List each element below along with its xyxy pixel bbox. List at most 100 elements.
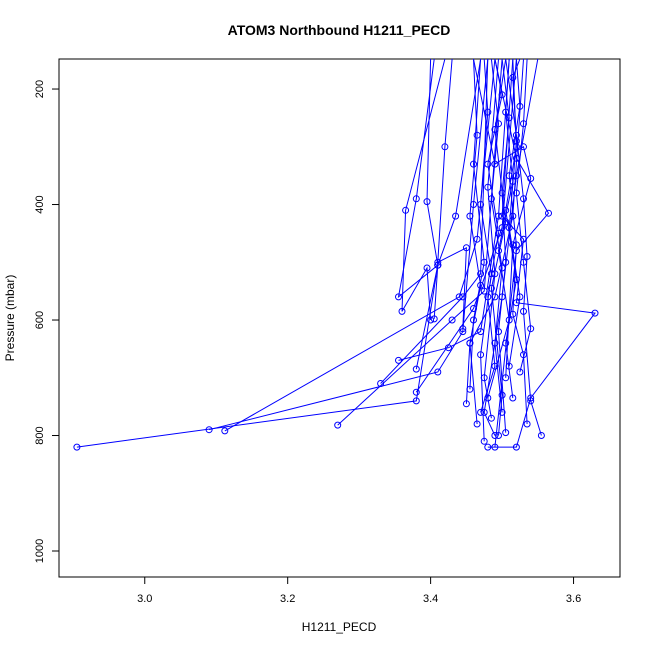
- data-point: [520, 351, 527, 359]
- data-point: [427, 316, 435, 324]
- data-point: [473, 235, 481, 243]
- series-line-23: [508, 59, 528, 425]
- data-point: [452, 212, 460, 220]
- data-point: [470, 316, 477, 324]
- data-point: [466, 212, 474, 220]
- data-point: [412, 388, 420, 396]
- data-point: [491, 126, 499, 133]
- y-tick-label: 1000: [34, 539, 46, 563]
- data-point: [477, 281, 485, 289]
- series-line-6: [208, 59, 489, 431]
- data-point: [502, 429, 510, 437]
- data-point: [487, 284, 495, 292]
- series-line-25: [480, 59, 503, 413]
- data-point: [459, 293, 467, 301]
- data-point: [491, 432, 499, 439]
- data-point: [473, 420, 481, 428]
- data-point: [495, 247, 502, 255]
- data-point: [527, 175, 535, 182]
- data-point: [512, 189, 520, 197]
- data-point: [523, 420, 531, 428]
- data-point: [221, 427, 229, 435]
- data-point: [527, 397, 535, 405]
- data-point: [527, 325, 535, 333]
- series-line-26: [515, 59, 532, 373]
- data-point: [520, 143, 527, 151]
- data-point: [434, 261, 442, 269]
- data-point: [334, 421, 342, 429]
- data-point: [498, 264, 506, 272]
- series-line-7: [224, 59, 496, 432]
- data-point: [455, 293, 463, 301]
- data-point: [498, 224, 506, 232]
- x-axis: 3.0 3.2 3.4 3.6: [137, 577, 581, 605]
- data-point: [398, 307, 406, 315]
- data-point: [527, 394, 535, 402]
- data-point: [502, 258, 510, 266]
- data-point: [495, 328, 502, 336]
- data-point: [495, 120, 502, 128]
- data-point: [509, 394, 517, 402]
- data-point: [484, 443, 492, 451]
- data-point: [512, 241, 520, 249]
- data-point: [487, 414, 495, 422]
- data-point: [502, 339, 510, 347]
- data-point: [502, 206, 510, 214]
- data-point: [412, 397, 420, 405]
- data-point: [441, 143, 449, 151]
- series-line-9: [398, 59, 510, 361]
- data-point: [477, 201, 485, 208]
- data-point: [434, 258, 442, 266]
- data-point: [477, 328, 485, 336]
- data-point: [512, 276, 520, 284]
- data-point: [591, 309, 599, 317]
- data-point: [520, 195, 527, 203]
- data-point: [523, 253, 531, 260]
- data-point: [480, 437, 488, 445]
- data-point: [512, 137, 520, 145]
- data-point: [509, 212, 517, 220]
- data-point: [470, 160, 477, 168]
- data-point: [459, 328, 467, 336]
- series-line-22: [487, 59, 514, 399]
- data-point: [505, 172, 513, 180]
- data-point: [505, 316, 513, 324]
- data-point: [487, 195, 495, 203]
- series-line-24: [480, 59, 492, 442]
- data-point: [462, 244, 470, 252]
- data-point: [423, 198, 431, 206]
- data-point: [73, 443, 81, 451]
- data-point: [491, 293, 499, 301]
- x-tick-label: 3.2: [280, 593, 295, 605]
- data-point: [484, 183, 492, 191]
- data-point: [509, 241, 517, 249]
- data-point: [509, 177, 517, 185]
- plot-area: [58, 58, 621, 578]
- data-point: [512, 172, 520, 180]
- data-point: [484, 293, 492, 301]
- data-point: [477, 408, 485, 416]
- data-point: [459, 325, 467, 333]
- data-point: [509, 310, 517, 318]
- data-point: [505, 362, 513, 370]
- data-point: [491, 160, 499, 168]
- series-line-21: [497, 59, 510, 433]
- data-point: [423, 264, 431, 272]
- series-line-2: [401, 59, 446, 321]
- data-point: [484, 394, 492, 402]
- series-points: [73, 74, 599, 451]
- data-point: [484, 160, 492, 168]
- data-point: [498, 91, 506, 99]
- y-tick-label: 600: [34, 311, 46, 329]
- data-point: [480, 408, 488, 416]
- y-axis-label: Pressure (mbar): [3, 275, 17, 362]
- y-axis: 200 400 600 800 1000: [34, 80, 59, 563]
- y-tick-label: 400: [34, 195, 46, 213]
- data-point: [445, 344, 452, 352]
- data-point: [516, 293, 524, 301]
- data-point: [516, 102, 524, 110]
- series-line-17: [487, 59, 596, 448]
- data-point: [480, 374, 488, 382]
- data-point: [512, 443, 520, 451]
- data-point: [484, 108, 492, 116]
